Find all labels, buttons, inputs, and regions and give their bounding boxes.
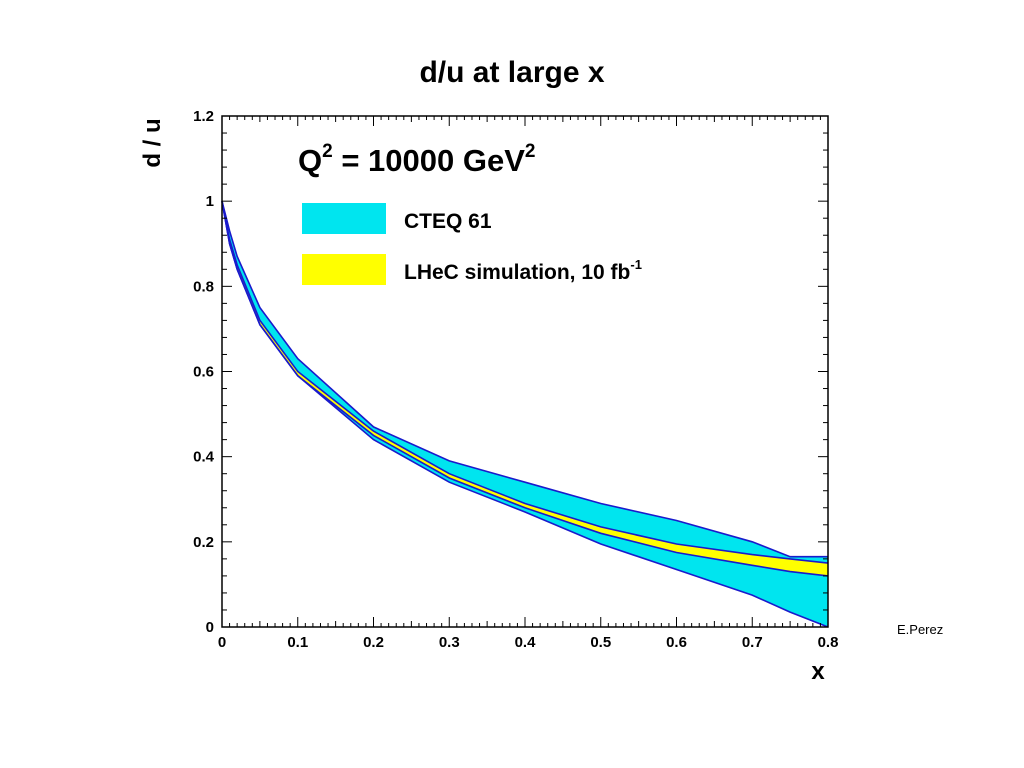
- y-tick-label: 1.2: [193, 108, 214, 125]
- legend-swatch-lhec: [302, 254, 386, 285]
- x-tick-label: 0.8: [818, 634, 839, 651]
- x-tick-label: 0.1: [287, 634, 308, 651]
- chart-annotation: Q2 = 10000 GeV2: [298, 141, 535, 178]
- x-axis-label: x: [811, 658, 825, 685]
- x-tick-label: 0.2: [363, 634, 384, 651]
- x-tick-label: 0.4: [515, 634, 537, 651]
- x-tick-label: 0: [218, 634, 226, 651]
- ticks-layer: 0 0.1 0.2 0.3 0.4 0.5 0.6 0.7 0.8 0 0.2 0.4 0.6 0.8 1 1…: [193, 108, 838, 651]
- y-tick-label: 0.4: [193, 449, 215, 466]
- y-tick-label: 0.6: [193, 364, 214, 381]
- band-edge-lhec-upper: [221, 201, 829, 564]
- annotation-sup2: 2: [525, 141, 536, 162]
- annotation-base: Q: [298, 143, 322, 178]
- legend-label-cteq: CTEQ 61: [404, 210, 492, 233]
- slide-title: d/u at large x: [419, 56, 605, 89]
- legend-label-lhec: LHeC simulation, 10 fb-1: [404, 257, 642, 284]
- x-tick-label: 0.6: [666, 634, 687, 651]
- legend: CTEQ 61 LHeC simulation, 10 fb-1: [302, 203, 642, 285]
- y-tick-label: 1: [206, 193, 214, 210]
- y-tick-label: 0.8: [193, 278, 214, 295]
- bands-layer: [221, 201, 829, 628]
- annotation-middle: = 10000 GeV: [333, 143, 525, 178]
- y-tick-label: 0.2: [193, 534, 214, 551]
- author-credit: E.Perez: [897, 622, 944, 637]
- x-tick-label: 0.5: [590, 634, 611, 651]
- y-axis-label: d / u: [139, 118, 166, 167]
- legend-swatch-cteq: [302, 203, 386, 234]
- x-tick-label: 0.7: [742, 634, 763, 651]
- band-edge-lhec-lower: [221, 201, 829, 577]
- y-tick-label: 0: [206, 619, 214, 636]
- annotation-sup1: 2: [322, 141, 333, 162]
- band-edge-cteq-upper: [221, 201, 828, 558]
- x-tick-label: 0.3: [439, 634, 460, 651]
